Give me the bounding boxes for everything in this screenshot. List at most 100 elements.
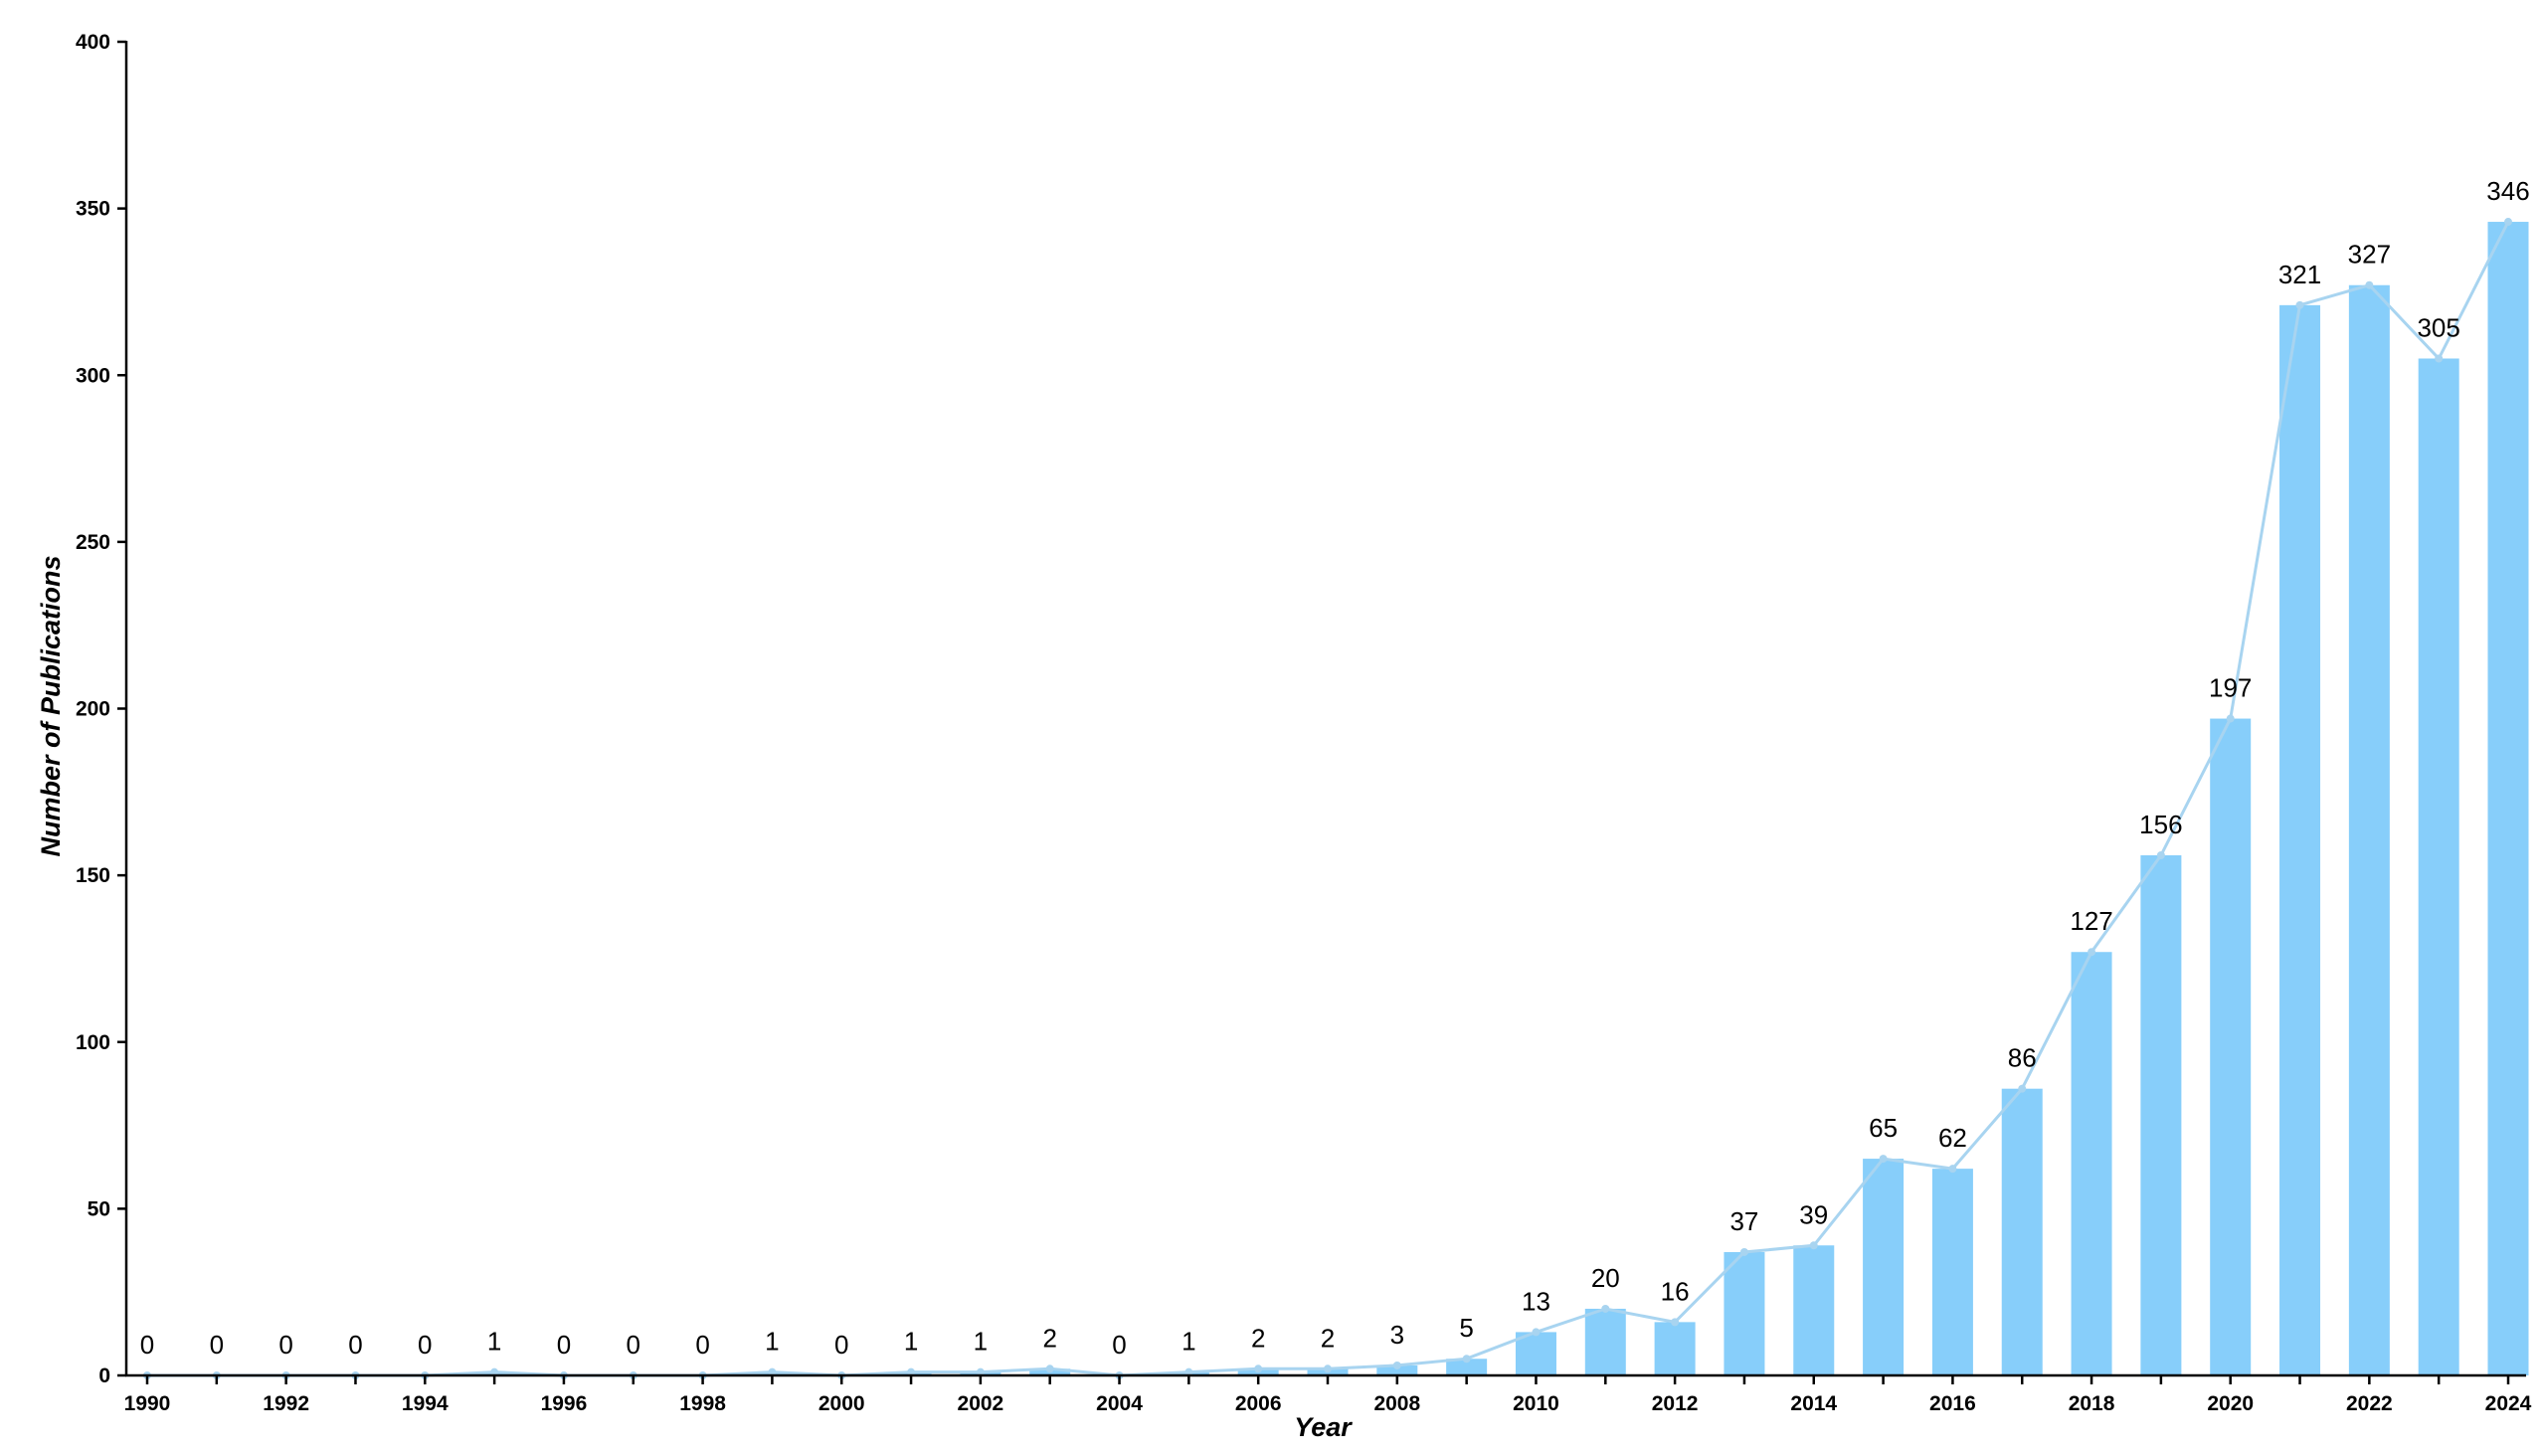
trend-point-2016 — [1948, 1165, 1957, 1174]
data-label-2011: 20 — [1591, 1263, 1620, 1293]
bars-layer — [473, 222, 2529, 1375]
data-label-2016: 62 — [1938, 1123, 1967, 1153]
data-label-2002: 1 — [974, 1327, 988, 1357]
data-label-1998: 0 — [695, 1330, 709, 1360]
data-label-2003: 2 — [1042, 1323, 1056, 1353]
bar-2023 — [2418, 358, 2459, 1375]
bar-2011 — [1584, 1308, 1626, 1375]
trend-point-2008 — [1392, 1361, 1401, 1369]
data-label-2005: 1 — [1181, 1327, 1195, 1357]
y-tick-label-0: 0 — [98, 1365, 110, 1387]
x-tick-label-1994: 1994 — [402, 1392, 449, 1415]
data-label-2018: 127 — [2070, 906, 2112, 936]
bar-2022 — [2348, 284, 2390, 1375]
bar-2018 — [2071, 952, 2112, 1375]
data-label-1999: 1 — [765, 1327, 779, 1357]
data-label-1996: 0 — [557, 1330, 571, 1360]
trend-point-2018 — [2088, 948, 2096, 957]
bar-2019 — [2140, 855, 2182, 1375]
trend-point-2003 — [1045, 1365, 1054, 1373]
trend-point-2017 — [2018, 1084, 2027, 1093]
x-tick-label-2006: 2006 — [1235, 1392, 1282, 1415]
bar-2010 — [1515, 1332, 1556, 1375]
bar-2013 — [1724, 1251, 1765, 1375]
x-tick-label-2002: 2002 — [958, 1392, 1004, 1415]
data-label-2017: 86 — [2008, 1043, 2037, 1073]
y-tick-label-300: 300 — [76, 364, 110, 387]
y-tick-label-400: 400 — [76, 31, 110, 54]
bar-2009 — [1446, 1359, 1488, 1375]
data-label-2024: 346 — [2486, 176, 2529, 206]
x-tick-label-1992: 1992 — [263, 1392, 309, 1415]
bar-2012 — [1654, 1322, 1696, 1375]
data-label-1991: 0 — [210, 1330, 224, 1360]
trend-point-2023 — [2435, 354, 2444, 363]
data-label-2006: 2 — [1251, 1323, 1265, 1353]
data-label-2013: 37 — [1729, 1206, 1758, 1236]
trend-point-2022 — [2365, 280, 2374, 289]
x-tick-label-2022: 2022 — [2346, 1392, 2393, 1415]
bar-2017 — [2001, 1088, 2043, 1375]
trend-point-1995 — [490, 1367, 499, 1376]
trend-point-2006 — [1254, 1365, 1263, 1373]
y-tick-label-100: 100 — [76, 1031, 110, 1054]
data-label-2012: 16 — [1661, 1276, 1690, 1306]
x-tick-label-2016: 2016 — [1929, 1392, 1976, 1415]
x-tick-label-2008: 2008 — [1373, 1392, 1420, 1415]
data-label-1997: 0 — [627, 1330, 640, 1360]
data-label-2010: 13 — [1522, 1286, 1550, 1316]
bar-2008 — [1376, 1365, 1418, 1375]
data-label-2001: 1 — [904, 1327, 918, 1357]
y-tick-label-200: 200 — [76, 698, 110, 721]
y-tick-label-150: 150 — [76, 864, 110, 887]
data-label-2004: 0 — [1112, 1330, 1126, 1360]
trend-point-2009 — [1462, 1355, 1471, 1364]
x-tick-label-2004: 2004 — [1096, 1392, 1143, 1415]
trend-point-2021 — [2295, 300, 2304, 309]
y-ticks-layer: 0 50 100 150 200 250 300 350 400 — [76, 31, 126, 1387]
x-tick-label-2020: 2020 — [2207, 1392, 2254, 1415]
data-label-1990: 0 — [140, 1330, 154, 1360]
x-tick-label-2018: 2018 — [2069, 1392, 2115, 1415]
y-axis-title: Number of Publications — [36, 555, 66, 856]
trend-point-2010 — [1532, 1328, 1541, 1337]
trend-point-2015 — [1879, 1155, 1888, 1164]
trend-point-2007 — [1324, 1365, 1332, 1373]
x-tick-label-2010: 2010 — [1513, 1392, 1559, 1415]
bar-2016 — [1931, 1169, 1973, 1375]
x-tick-label-2024: 2024 — [2485, 1392, 2532, 1415]
data-label-2014: 39 — [1799, 1199, 1828, 1229]
trend-point-2013 — [1739, 1247, 1748, 1256]
trend-point-1999 — [768, 1367, 777, 1376]
y-tick-label-250: 250 — [76, 531, 110, 554]
data-label-2009: 5 — [1459, 1313, 1473, 1343]
x-tick-label-1998: 1998 — [679, 1392, 726, 1415]
x-tick-label-2012: 2012 — [1652, 1392, 1699, 1415]
data-label-1995: 1 — [487, 1327, 501, 1357]
data-label-2019: 156 — [2139, 810, 2182, 839]
x-tick-label-1990: 1990 — [124, 1392, 171, 1415]
x-tick-label-2000: 2000 — [818, 1392, 865, 1415]
x-tick-label-2014: 2014 — [1790, 1392, 1837, 1415]
data-label-1993: 0 — [348, 1330, 362, 1360]
trend-point-2001 — [907, 1367, 916, 1376]
y-tick-label-350: 350 — [76, 198, 110, 221]
data-label-2020: 197 — [2209, 673, 2252, 703]
bar-2015 — [1863, 1159, 1905, 1375]
data-label-2000: 0 — [834, 1330, 848, 1360]
bar-2020 — [2210, 718, 2252, 1375]
data-label-1992: 0 — [278, 1330, 292, 1360]
trend-point-2020 — [2226, 714, 2235, 723]
trend-point-2019 — [2156, 851, 2165, 860]
trend-point-2014 — [1809, 1241, 1818, 1250]
data-label-2007: 2 — [1321, 1323, 1335, 1353]
trend-point-2011 — [1601, 1304, 1610, 1313]
bar-2014 — [1793, 1245, 1835, 1375]
x-axis-title: Year — [1294, 1412, 1353, 1442]
data-label-1994: 0 — [418, 1330, 432, 1360]
x-tick-label-1996: 1996 — [541, 1392, 588, 1415]
bar-2021 — [2279, 304, 2321, 1375]
